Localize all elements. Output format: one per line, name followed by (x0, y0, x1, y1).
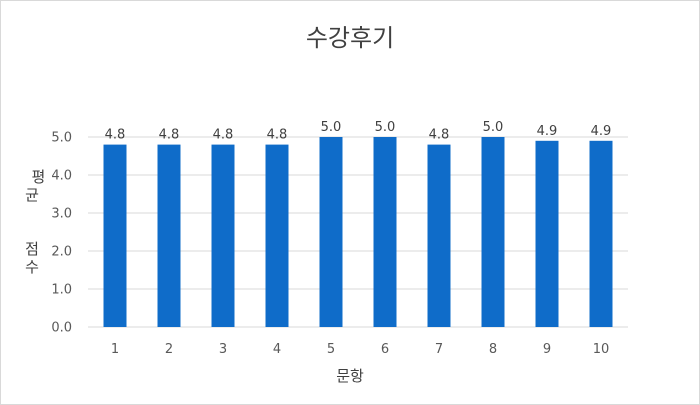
data-label: 4.9 (537, 124, 558, 139)
x-tick-label: 7 (435, 342, 443, 357)
bar (427, 144, 451, 327)
chart-title: 수강후기 (305, 24, 395, 52)
y-axis-label: 평 균 점 수 (22, 150, 46, 276)
data-label: 5.0 (375, 120, 396, 135)
bar (103, 144, 127, 327)
x-tick-label: 3 (219, 342, 227, 357)
data-label: 4.8 (429, 128, 450, 143)
y-axis-label-text: 평 균 점 수 (25, 168, 46, 276)
x-tick-label: 10 (593, 342, 610, 357)
x-tick-label: 2 (165, 342, 173, 357)
x-tick-label: 8 (489, 342, 497, 357)
x-axis-label: 문항 (336, 367, 364, 385)
data-label: 5.0 (483, 120, 504, 135)
bar (319, 137, 343, 327)
data-label: 4.8 (159, 128, 180, 143)
y-tick-label: 1.0 (51, 283, 72, 298)
y-tick-label: 4.0 (51, 169, 72, 184)
y-tick-label: 0.0 (51, 321, 72, 336)
y-tick-label: 5.0 (51, 131, 72, 146)
data-label: 4.8 (267, 128, 288, 143)
bar (535, 140, 559, 327)
bar (157, 144, 181, 327)
bar (481, 137, 505, 327)
data-label: 4.9 (591, 124, 612, 139)
x-tick-label: 9 (543, 342, 551, 357)
bar (265, 144, 289, 327)
bar (211, 144, 235, 327)
y-tick-label: 2.0 (51, 245, 72, 260)
y-tick-label: 3.0 (51, 207, 72, 222)
data-label: 4.8 (213, 128, 234, 143)
x-tick-label: 1 (111, 342, 119, 357)
bar (589, 140, 613, 327)
x-tick-label: 6 (381, 342, 389, 357)
x-tick-label: 5 (327, 342, 335, 357)
bar (373, 137, 397, 327)
data-label: 4.8 (105, 128, 126, 143)
x-tick-label: 4 (273, 342, 281, 357)
data-label: 5.0 (321, 120, 342, 135)
